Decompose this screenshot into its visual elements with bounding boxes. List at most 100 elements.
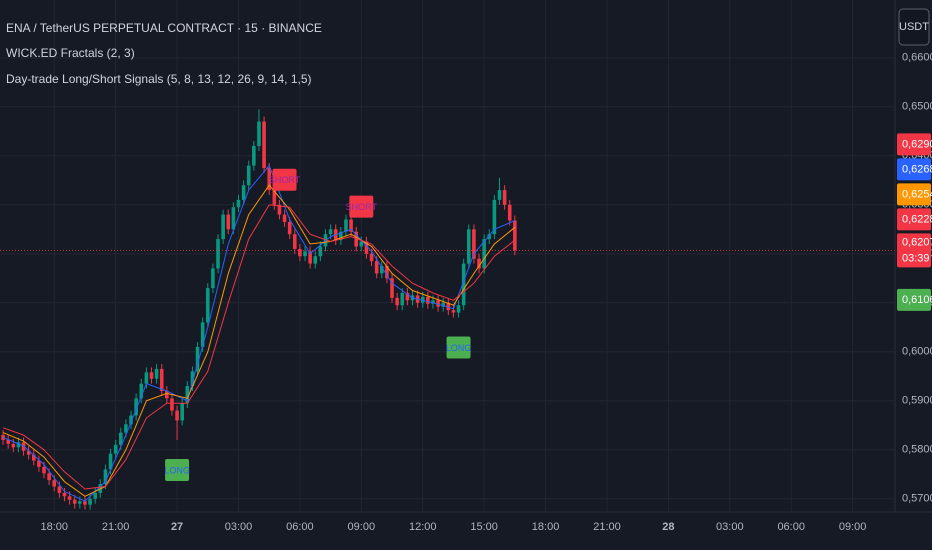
signal-box bbox=[446, 336, 471, 359]
candle-body bbox=[466, 229, 471, 264]
candle-body bbox=[159, 368, 164, 391]
indicator-line bbox=[2, 204, 516, 490]
candle-body bbox=[231, 207, 236, 230]
x-tick-label: 09:00 bbox=[348, 521, 376, 533]
candle-body bbox=[67, 496, 72, 500]
candle-body bbox=[405, 292, 410, 301]
price-badge-label: 0,6268 bbox=[902, 163, 932, 175]
candle-body bbox=[62, 492, 67, 497]
candle-body bbox=[472, 229, 476, 259]
candle-body bbox=[241, 185, 246, 200]
candle-body bbox=[195, 346, 200, 372]
candle-body bbox=[139, 383, 144, 399]
indicator-line bbox=[2, 184, 516, 497]
candle-body bbox=[379, 266, 384, 274]
candle-body bbox=[354, 231, 358, 247]
candle-body bbox=[211, 268, 215, 289]
candle-body bbox=[165, 390, 169, 399]
candle-body bbox=[282, 214, 287, 222]
candle-body bbox=[369, 253, 374, 262]
candle-body bbox=[216, 239, 220, 269]
candle-body bbox=[313, 256, 318, 264]
signal-label: LONG bbox=[446, 343, 472, 353]
candle-body bbox=[400, 292, 405, 306]
plot: LONG SHORT SHORT LONG bbox=[0, 109, 895, 510]
candle-body bbox=[252, 146, 256, 166]
candle-body bbox=[31, 454, 36, 461]
candle-body bbox=[359, 241, 364, 247]
candle-body bbox=[118, 432, 123, 445]
candle-body bbox=[57, 486, 62, 493]
candle-body bbox=[134, 398, 138, 416]
candle-body bbox=[149, 372, 154, 379]
candle-body bbox=[78, 501, 82, 504]
price-badge bbox=[897, 183, 931, 206]
indicator-line bbox=[2, 164, 516, 502]
candle-body bbox=[477, 258, 481, 269]
candle-body bbox=[11, 443, 16, 448]
candle-body bbox=[441, 302, 446, 307]
price-badge bbox=[897, 233, 931, 268]
y-tick-label: 0,6600 bbox=[902, 52, 932, 64]
price-badge bbox=[897, 158, 931, 181]
candle-body bbox=[303, 251, 307, 257]
candle-body bbox=[205, 288, 210, 323]
x-tick-label: 28 bbox=[662, 521, 674, 533]
candle-body bbox=[144, 372, 149, 384]
candle-body bbox=[42, 466, 46, 474]
currency-label[interactable]: USDT bbox=[899, 21, 929, 33]
candle-body bbox=[364, 241, 369, 254]
candle-body bbox=[170, 398, 174, 411]
candle-body bbox=[328, 229, 333, 235]
x-tick-label: 15:00 bbox=[470, 521, 498, 533]
candle-body bbox=[456, 305, 461, 313]
candle-body bbox=[308, 251, 312, 264]
candle-body bbox=[507, 204, 512, 221]
candle-body bbox=[513, 220, 517, 251]
candle-body bbox=[487, 234, 492, 240]
price-badge-label: 0,6207 bbox=[902, 236, 932, 248]
price-badge bbox=[897, 288, 931, 311]
candle-body bbox=[52, 480, 57, 487]
candle-body bbox=[385, 266, 389, 279]
candle-body bbox=[16, 442, 21, 448]
candle-body bbox=[226, 214, 231, 230]
candle-body bbox=[1, 435, 5, 440]
candle-body bbox=[492, 199, 497, 235]
chart-title: ENA / TetherUS PERPETUAL CONTRACT · 15 ·… bbox=[6, 21, 322, 35]
x-tick-label: 18:00 bbox=[532, 521, 560, 533]
candle-body bbox=[287, 221, 292, 235]
candle-body bbox=[103, 469, 108, 485]
candle-body bbox=[426, 296, 430, 304]
x-tick-label: 27 bbox=[171, 521, 183, 533]
signal-box bbox=[349, 195, 374, 218]
candle-body bbox=[113, 444, 118, 454]
signal-box bbox=[272, 168, 297, 191]
candle-body bbox=[374, 261, 379, 274]
x-tick-label: 09:00 bbox=[839, 521, 867, 533]
candle-body bbox=[272, 190, 277, 205]
signal-label: SHORT bbox=[269, 175, 301, 185]
signal-label: LONG bbox=[164, 465, 190, 475]
currency-button[interactable] bbox=[898, 8, 930, 46]
candle-body bbox=[108, 453, 113, 470]
price-badge bbox=[897, 208, 931, 231]
candle-body bbox=[451, 310, 456, 313]
candle-body bbox=[267, 168, 271, 191]
candle-body bbox=[6, 439, 10, 444]
candle-body bbox=[37, 460, 41, 467]
candle-body bbox=[298, 248, 302, 257]
candle-body bbox=[129, 415, 133, 425]
candle-body bbox=[190, 371, 195, 387]
x-tick-label: 03:00 bbox=[225, 521, 253, 533]
candle-body bbox=[83, 501, 87, 505]
price-badge-label: 0,6228 bbox=[902, 213, 932, 225]
candle-body bbox=[497, 190, 502, 200]
price-badge-label: 0,6254 bbox=[902, 188, 932, 200]
candle-body bbox=[236, 199, 241, 208]
candle-body bbox=[436, 300, 440, 307]
